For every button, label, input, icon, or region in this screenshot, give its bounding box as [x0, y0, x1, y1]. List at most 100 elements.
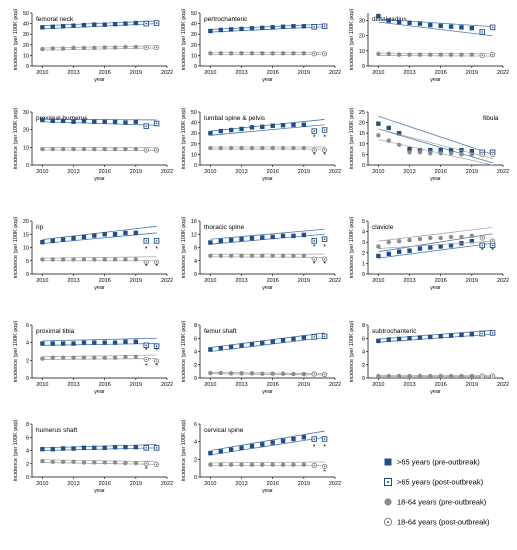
- data-point-old-pre: [50, 24, 55, 29]
- panel-title: femoral neck: [36, 16, 74, 23]
- data-point-dot: [481, 244, 484, 247]
- data-point-young-pre: [208, 253, 213, 258]
- data-point-young-pre: [386, 373, 391, 379]
- significance-star: *: [145, 264, 148, 271]
- data-point-old-pre: [469, 332, 475, 337]
- x-tick-label: 2010: [204, 481, 216, 487]
- data-point-young-pre: [81, 257, 87, 262]
- x-tick-label: 2010: [36, 70, 48, 76]
- y-axis-title: incidence (per 100K pop): [181, 321, 187, 383]
- band-upper: [378, 139, 493, 166]
- data-point-old-pre: [270, 25, 275, 30]
- panel-title: proximal humerus: [36, 115, 88, 122]
- panel-title: fibula: [483, 115, 499, 122]
- data-point-young-pre: [60, 257, 66, 262]
- data-point-young-pre: [40, 356, 45, 361]
- data-point-dot: [323, 438, 326, 440]
- x-tick-label: 2013: [67, 169, 79, 175]
- y-tick-label: 8: [362, 323, 365, 329]
- x-axis-title: year: [262, 488, 273, 494]
- data-point-young-pre: [291, 51, 296, 56]
- data-point-old-pre: [249, 342, 255, 347]
- y-tick-label: 0: [194, 163, 197, 169]
- data-point-dot: [155, 345, 158, 348]
- y-tick-label: 0: [194, 376, 197, 382]
- x-tick-label: 2019: [466, 70, 478, 76]
- data-point-dot: [155, 22, 158, 24]
- y-tick-label: 0: [26, 475, 29, 481]
- x-axis-title: year: [94, 285, 105, 291]
- x-tick-label: 2019: [298, 278, 310, 284]
- significance-star: *: [491, 248, 494, 255]
- y-tick-label: 10: [23, 145, 29, 151]
- data-point-old-pre: [260, 340, 265, 346]
- data-point-young-pre: [459, 234, 464, 240]
- data-point-dot: [145, 358, 147, 361]
- y-tick-label: 4: [194, 440, 197, 446]
- band-upper: [42, 444, 157, 449]
- x-tick-label: 2022: [161, 278, 173, 284]
- y-axis-title: incidence (per 100K pop): [349, 321, 355, 383]
- data-point-old-pre: [123, 230, 128, 236]
- data-point-old-pre: [386, 251, 391, 257]
- data-point-young-pre: [270, 462, 275, 467]
- data-point-old-pre: [133, 339, 139, 344]
- data-point-young-pre: [428, 52, 433, 57]
- data-point-old-pre: [249, 125, 255, 130]
- data-point-young-pre: [92, 355, 97, 360]
- y-tick-label: 10: [359, 142, 365, 148]
- data-point-dot: [145, 261, 147, 263]
- data-point-old-pre: [301, 435, 307, 440]
- panel-title: femur shaft: [204, 328, 237, 335]
- x-tick-label: 2016: [267, 481, 279, 487]
- x-axis-title: year: [262, 285, 273, 291]
- data-point-old-pre: [40, 117, 45, 123]
- data-point-old-pre: [60, 446, 66, 451]
- data-point-old-pre: [291, 336, 296, 342]
- data-point-old-pre: [417, 246, 423, 251]
- y-tick-label: 40: [191, 121, 197, 127]
- x-tick-label: 2013: [67, 382, 79, 388]
- data-point-old-pre: [218, 238, 223, 244]
- x-tick-label: 2022: [329, 70, 341, 76]
- data-point-young-pre: [396, 142, 402, 148]
- data-point-old-pre: [280, 438, 286, 443]
- y-axis-title: incidence (per 100K pop): [349, 108, 355, 170]
- data-point-old-pre: [396, 249, 402, 254]
- legend-marker-filled-circle: [384, 498, 392, 506]
- data-point-dot: [491, 26, 494, 29]
- significance-star: *: [155, 363, 158, 370]
- data-point-young-pre: [239, 145, 244, 151]
- data-point-young-pre: [386, 51, 391, 57]
- y-axis-title: incidence (per 100K pop): [13, 420, 19, 482]
- data-point-young-pre: [301, 145, 307, 151]
- data-point-young-pre: [376, 51, 381, 57]
- data-point-old-pre: [239, 26, 244, 32]
- x-tick-label: 2010: [372, 382, 384, 388]
- data-point-old-pre: [428, 334, 433, 340]
- data-point-old-pre: [71, 23, 76, 28]
- y-tick-label: 0: [362, 376, 365, 382]
- data-point-old-pre: [71, 341, 76, 346]
- data-point-young-pre: [280, 145, 286, 151]
- data-point-old-pre: [123, 444, 128, 450]
- data-point-young-pre: [92, 257, 97, 262]
- data-point-young-pre: [239, 462, 244, 467]
- significance-star: *: [481, 248, 484, 255]
- x-axis-title: year: [262, 176, 273, 182]
- x-tick-label: 2016: [267, 70, 279, 76]
- data-point-young-pre: [386, 138, 391, 143]
- data-point-old-pre: [448, 333, 454, 338]
- y-tick-label: 0: [362, 272, 365, 278]
- legend-label: >65 years (post-outbreak): [397, 478, 484, 487]
- legend-marker-dot: [387, 481, 389, 483]
- y-tick-label: 30: [191, 131, 197, 137]
- data-point-young-pre: [249, 462, 255, 467]
- y-tick-label: 20: [191, 43, 197, 49]
- data-point-young-pre: [291, 371, 296, 377]
- x-tick-label: 2010: [204, 70, 216, 76]
- data-point-young-pre: [301, 253, 307, 258]
- data-point-young-pre: [469, 233, 475, 239]
- band-lower: [210, 337, 325, 352]
- panel-distal-radius: 0 10 20 30 2010 2013 2016 2019 2022 year incidence…: [349, 9, 509, 83]
